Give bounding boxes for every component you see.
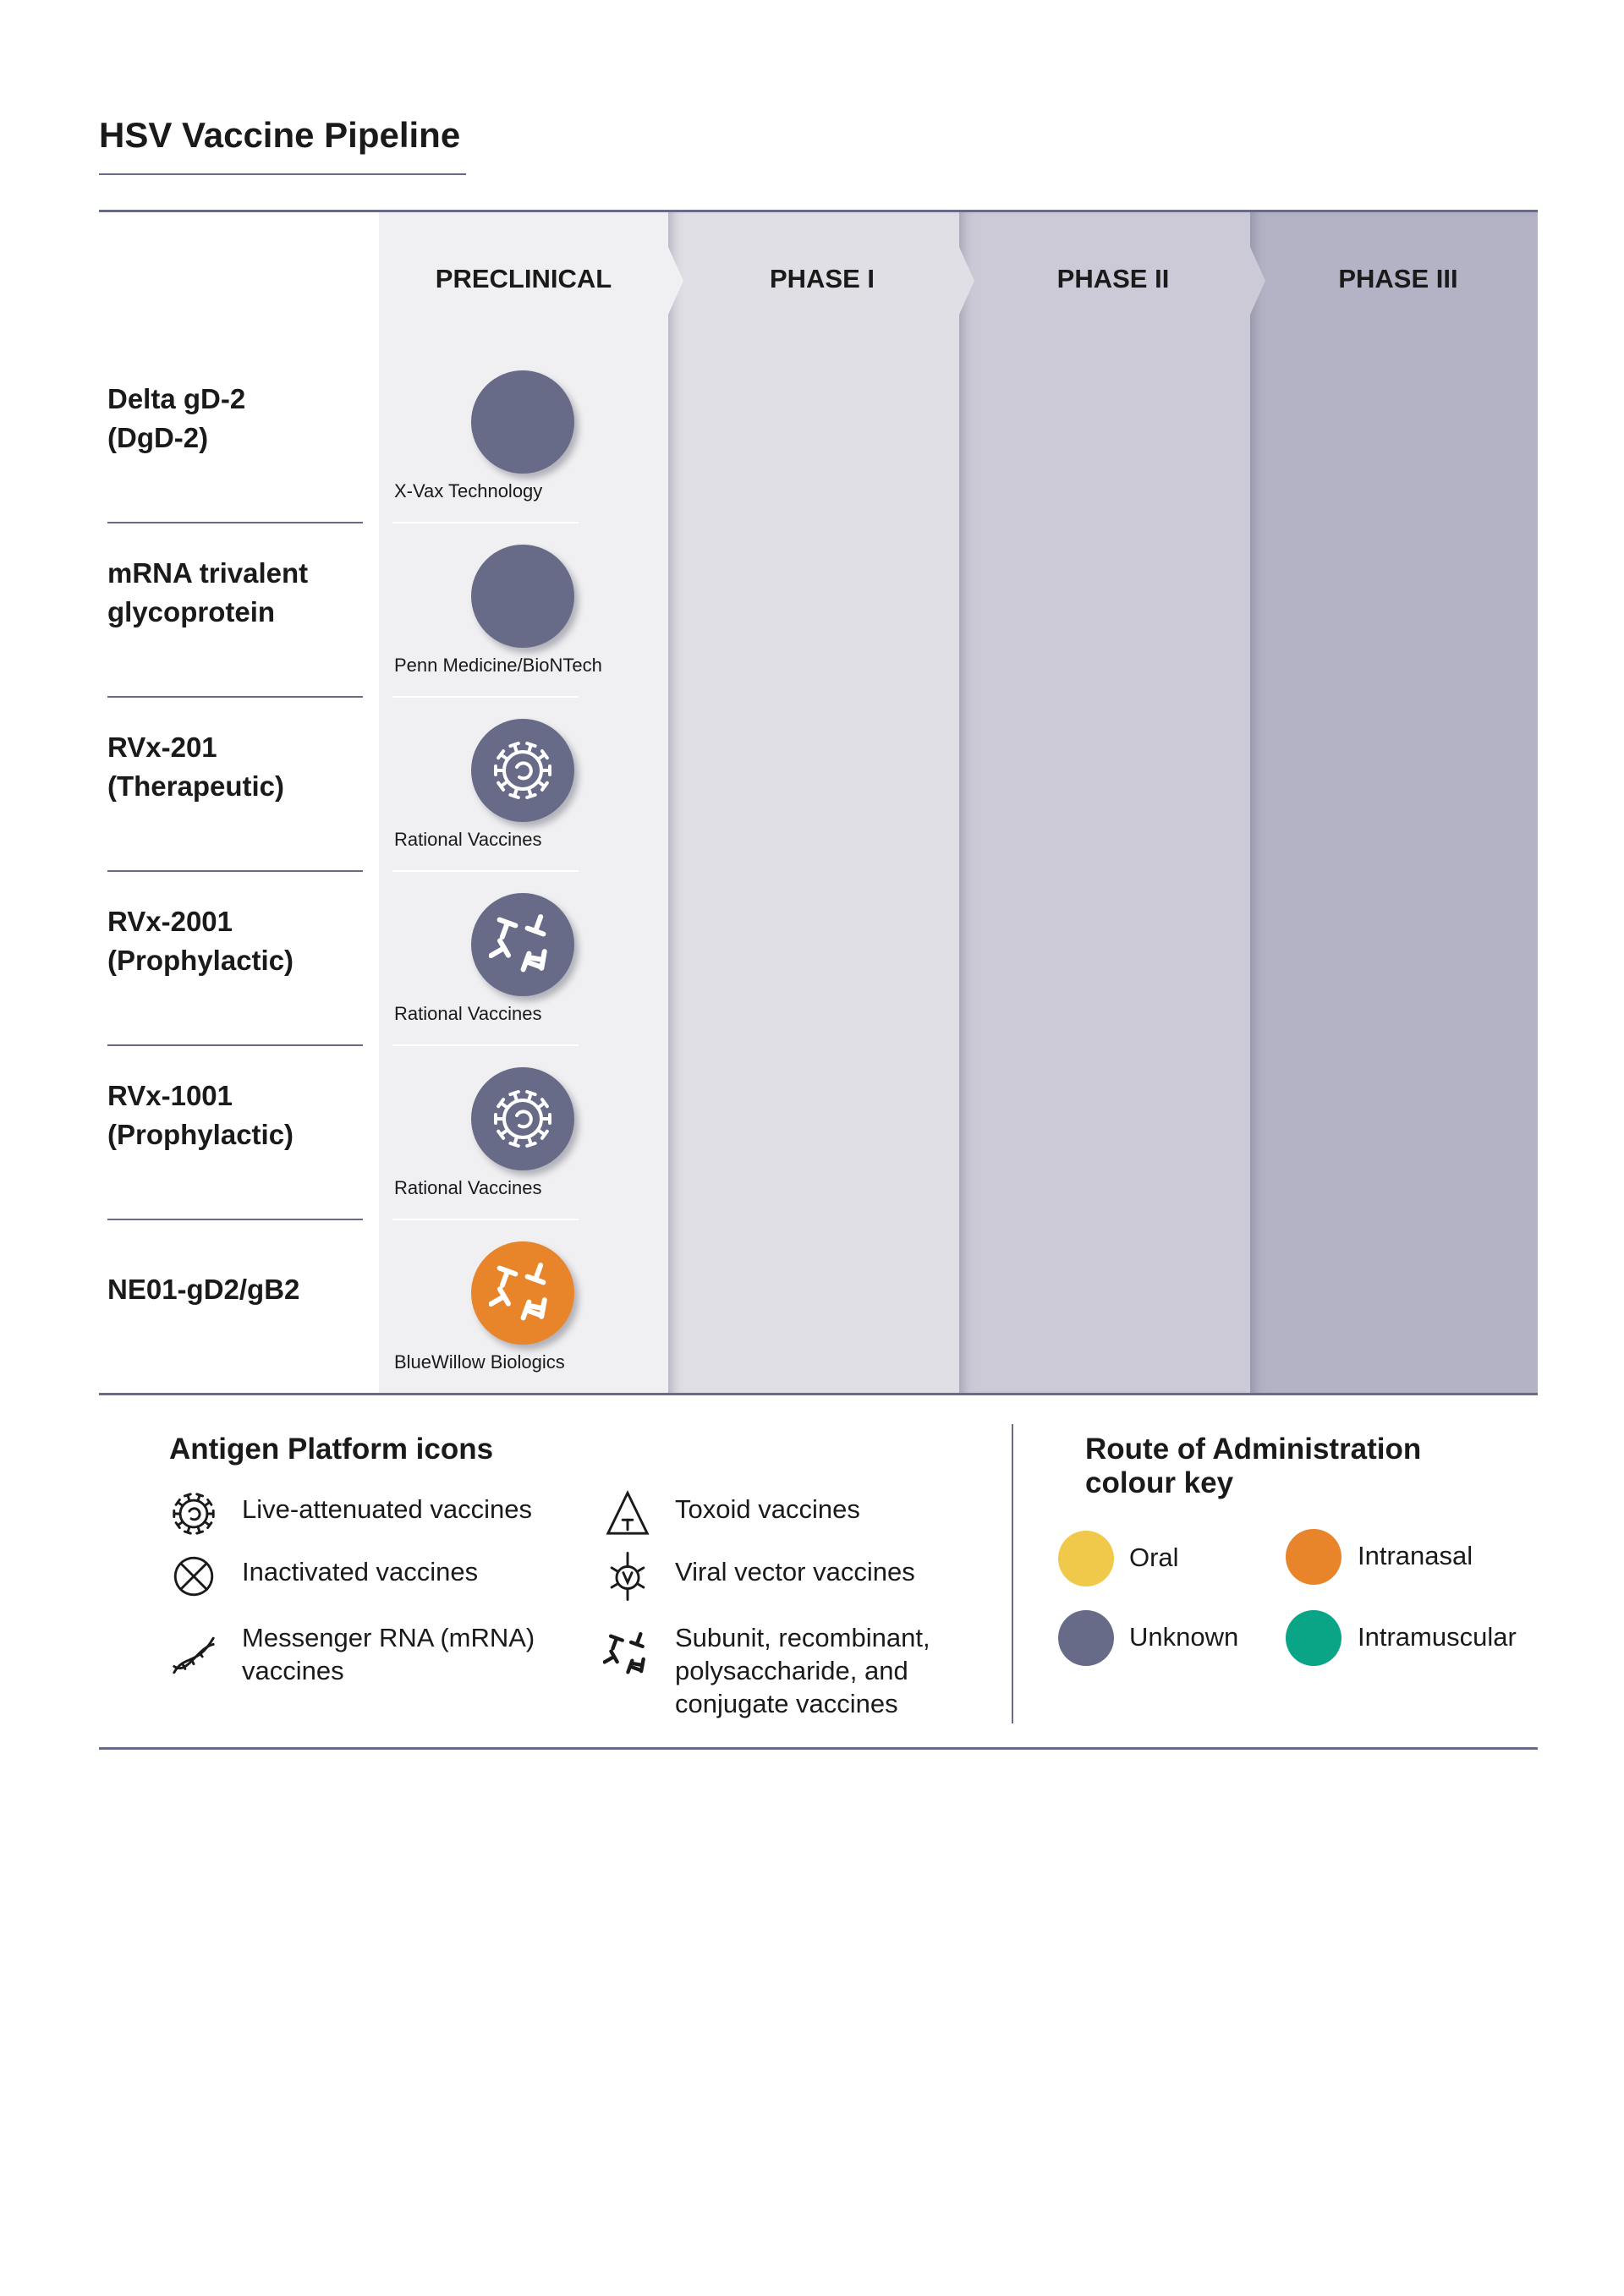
phase-header-phase-2: PHASE II: [1056, 264, 1170, 293]
candidate-name-line1: RVx-2001: [107, 906, 233, 937]
table-top-rule: [99, 210, 1538, 212]
row-divider: [107, 1219, 363, 1220]
phase-header-phase-3: PHASE III: [1338, 264, 1458, 293]
route-label: Unknown: [1129, 1622, 1239, 1652]
legend-title: Antigen Platform icons: [169, 1433, 494, 1466]
candidate-name-line1: Delta gD-2: [107, 383, 246, 414]
row-divider: [392, 696, 579, 698]
route-color-swatch: [1058, 1531, 1114, 1586]
row-divider: [392, 522, 579, 523]
row-divider: [107, 1044, 363, 1046]
candidate-name: RVx-1001 (Prophylactic): [107, 1077, 294, 1154]
candidate-marker[interactable]: [471, 545, 574, 648]
route-label: Intramuscular: [1358, 1622, 1517, 1652]
row-divider: [107, 870, 363, 872]
bottom-rule: [99, 1747, 1538, 1750]
legend-label: Live-attenuated vaccines: [242, 1494, 532, 1524]
company-name: BlueWillow Biologics: [394, 1351, 565, 1373]
route-label: Intranasal: [1358, 1541, 1473, 1570]
viral-vector-icon: [603, 1552, 652, 1601]
route-color-swatch: [1058, 1610, 1114, 1666]
candidate-name-line1: RVx-1001: [107, 1080, 233, 1111]
company-name: X-Vax Technology: [394, 480, 543, 501]
company-name: Penn Medicine/BioNTech: [394, 655, 602, 676]
company-name: Rational Vaccines: [394, 1177, 542, 1198]
legend-label: Subunit, recombinant, polysaccharide, an…: [675, 1623, 930, 1718]
legend-label: Toxoid vaccines: [675, 1494, 860, 1524]
candidate-name-line2: (DgD-2): [107, 422, 209, 453]
candidate-name-line1: RVx-201: [107, 732, 217, 763]
legend-label: Messenger RNA (mRNA) vaccines: [242, 1623, 535, 1685]
legend-label: Inactivated vaccines: [242, 1557, 479, 1586]
candidate-marker[interactable]: [471, 719, 574, 822]
candidate-name: Delta gD-2 (DgD-2): [107, 380, 245, 458]
title-underline: [99, 173, 466, 175]
row-divider: [392, 1219, 579, 1220]
live-attenuated-icon: [169, 1489, 218, 1538]
candidate-name: RVx-2001 (Prophylactic): [107, 902, 294, 980]
candidate-marker[interactable]: [471, 370, 574, 474]
candidate-marker[interactable]: [471, 893, 574, 996]
candidate-name: RVx-201 (Therapeutic): [107, 728, 284, 806]
chevron-arrow-icon: [959, 247, 974, 315]
phase-column-phase-3: [1250, 212, 1538, 1395]
phase-column-phase-2: [959, 212, 1250, 1395]
inactivated-icon: [169, 1552, 218, 1601]
page-title: HSV Vaccine Pipeline: [99, 115, 461, 155]
candidate-name: NE01-gD2/gB2: [107, 1270, 299, 1309]
route-color-swatch: [1286, 1610, 1341, 1666]
company-name: Rational Vaccines: [394, 829, 542, 850]
candidate-name-line2: (Therapeutic): [107, 770, 285, 802]
company-name: Rational Vaccines: [394, 1003, 542, 1024]
route-key-title: Route of Administration colour key: [1085, 1433, 1422, 1499]
legend-divider: [1012, 1424, 1013, 1723]
route-label: Oral: [1129, 1543, 1179, 1572]
subunit-icon: [602, 1630, 652, 1679]
table-bottom-rule: [99, 1393, 1538, 1395]
mrna-icon: [169, 1630, 218, 1679]
phase-header-preclinical: PRECLINICAL: [435, 264, 612, 293]
candidate-marker[interactable]: [471, 1241, 574, 1345]
candidate-name-line2: (Prophylactic): [107, 1119, 294, 1150]
row-divider: [392, 1044, 579, 1046]
chevron-arrow-icon: [1250, 247, 1265, 315]
candidate-name-line1: mRNA trivalent: [107, 557, 309, 589]
candidate-name: mRNA trivalent glycoprotein: [107, 554, 308, 632]
route-color-swatch: [1286, 1529, 1341, 1585]
legend-label: Viral vector vaccines: [675, 1557, 915, 1586]
candidate-name-line2: (Prophylactic): [107, 945, 294, 976]
toxoid-icon: [603, 1489, 652, 1538]
candidate-name-line1: NE01-gD2/gB2: [107, 1274, 300, 1305]
chevron-arrow-icon: [668, 247, 683, 315]
phase-header-phase-1: PHASE I: [769, 264, 875, 293]
phase-column-phase-1: [668, 212, 959, 1395]
row-divider: [107, 522, 363, 523]
row-divider: [107, 696, 363, 698]
candidate-marker[interactable]: [471, 1067, 574, 1170]
row-divider: [392, 870, 579, 872]
candidate-name-line2: glycoprotein: [107, 596, 276, 627]
